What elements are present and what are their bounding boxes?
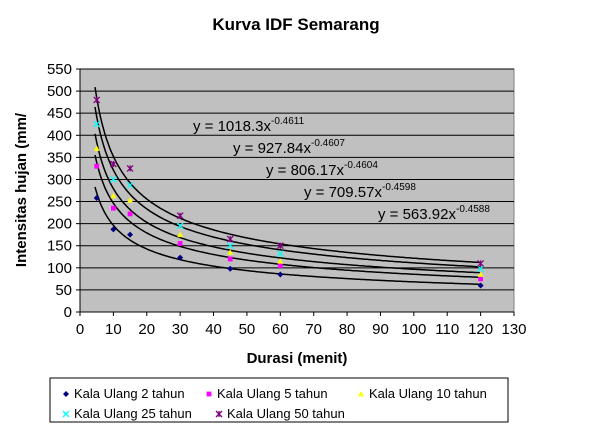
x-axis-title: Durasi (menit) [247,350,348,367]
axes [76,68,515,316]
point-s1-6 [478,276,484,282]
point-s0-1 [110,226,117,233]
point-s3-5 [276,250,284,258]
x-tick-label-10: 100 [401,321,426,338]
point-s2-0 [93,145,100,151]
x-tick-label-3: 30 [172,321,189,338]
trend-curves [94,86,481,286]
data-points [93,96,485,289]
legend-item-1: Kala Ulang 5 tahun [206,386,328,401]
point-s4-2 [126,164,134,172]
point-s1-2 [127,211,133,217]
trend-curve-3 [94,106,481,268]
point-s4-0 [93,96,101,104]
legend-item-3: Kala Ulang 25 tahun [62,406,192,421]
y-tick-label-3: 150 [47,238,72,255]
point-s2-6 [477,271,484,277]
point-s1-5 [277,263,283,269]
equation-2: y = 806.17x-0.4604 [266,160,378,179]
point-s1-1 [110,205,116,211]
legend-label-4: Kala Ulang 50 tahun [227,406,345,421]
trend-curve-4 [94,86,481,264]
point-s3-0 [93,120,101,128]
x-tick-label-0: 0 [76,321,84,338]
legend-marker-0 [63,391,69,397]
x-tick-label-5: 50 [239,321,256,338]
trend-curve-0 [94,186,481,286]
legend-marker-3 [62,410,70,418]
y-tick-label-1: 50 [55,282,72,299]
point-s3-2 [126,181,134,189]
x-tick-label-11: 110 [435,321,459,338]
point-s2-5 [277,258,284,264]
equation-4: y = 1018.3x-0.4611 [193,116,305,135]
legend-marker-1 [206,391,212,397]
point-s1-4 [227,256,233,262]
point-s4-1 [109,160,117,168]
point-s4-4 [226,235,234,243]
x-tick-label-7: 70 [305,321,322,338]
point-s2-3 [177,231,184,238]
x-tick-label-9: 90 [372,321,389,338]
legend-label-1: Kala Ulang 5 tahun [217,386,328,401]
y-tick-label-8: 400 [47,127,72,144]
legend-label-0: Kala Ulang 2 tahun [74,386,185,401]
legend: Kala Ulang 2 tahun Kala Ulang 5 tahun Kala… [62,386,487,421]
y-tick-label-4: 200 [47,216,72,233]
point-s2-4 [227,249,234,255]
point-s4-5 [276,242,284,250]
legend-item-4: Kala Ulang 50 tahun [215,406,345,421]
x-tick-label-12: 120 [468,321,493,338]
legend-item-2: Kala Ulang 10 tahun [358,386,487,401]
y-tick-label-0: 0 [64,304,72,321]
trend-curve-2 [94,133,481,274]
legend-marker-2 [358,391,364,397]
x-tick-label-6: 60 [272,321,289,338]
equation-3: y = 927.84x-0.4607 [233,138,345,157]
point-s4-6 [477,259,485,267]
trend-equations: y = 563.92x-0.4588 y = 709.57x-0.4598 y = … [193,116,490,223]
point-s2-1 [110,192,117,199]
legend-label-3: Kala Ulang 25 tahun [74,406,192,421]
point-s3-6 [477,265,485,273]
y-tick-label-5: 250 [47,194,72,211]
equation-1: y = 709.57x-0.4598 [304,182,416,201]
y-tick-label-7: 350 [47,149,72,166]
chart-title: Kurva IDF Semarang [212,15,379,34]
point-s4-3 [176,212,184,220]
x-tick-label-2: 20 [138,321,155,338]
y-axis-title: Intensitas hujan (mm/ [13,112,30,267]
point-s0-0 [93,195,100,202]
legend-label-2: Kala Ulang 10 tahun [369,386,487,401]
y-tick-labels: 0 50 100 150 200 250 300 350 400 450 500 550 [47,61,72,321]
point-s0-6 [477,282,484,289]
point-s2-2 [127,197,134,203]
point-s0-4 [227,265,234,272]
x-tick-label-8: 80 [339,321,356,338]
y-tick-label-9: 450 [47,105,72,122]
legend-box [49,377,509,423]
point-s0-3 [177,254,184,261]
gridlines [80,68,514,291]
y-tick-label-11: 550 [47,61,72,78]
point-s3-3 [176,222,184,230]
trend-curve-1 [94,154,481,279]
point-s3-4 [226,242,234,250]
point-s1-0 [94,163,100,169]
legend-item-0: Kala Ulang 2 tahun [63,386,185,401]
point-s0-5 [277,271,284,278]
y-tick-label-6: 300 [47,171,72,188]
y-tick-label-2: 100 [47,260,72,277]
x-tick-label-1: 10 [105,321,122,338]
x-tick-labels: 0 10 20 30 40 50 60 70 80 90 100 110 120 130 [76,321,527,338]
legend-marker-4 [215,410,223,418]
point-s3-1 [109,175,117,183]
point-s1-3 [177,241,183,246]
point-s0-2 [127,231,134,238]
equation-0: y = 563.92x-0.4588 [378,204,490,223]
x-tick-label-13: 130 [501,321,526,338]
y-tick-label-10: 500 [47,83,72,100]
x-tick-label-4: 40 [205,321,222,338]
